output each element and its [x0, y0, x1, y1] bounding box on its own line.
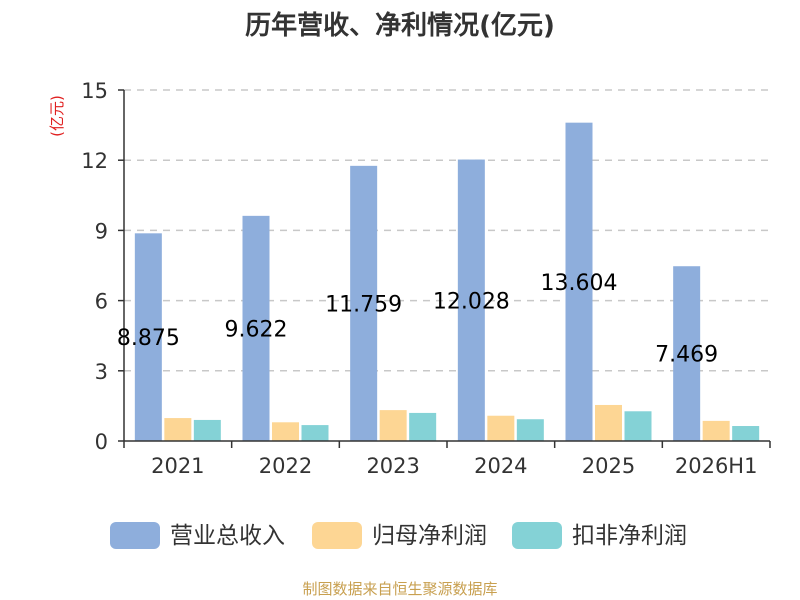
bar — [595, 404, 622, 441]
y-tick-label: 0 — [95, 430, 108, 454]
chart-title: 历年营收、净利情况(亿元) — [245, 10, 555, 41]
bar — [673, 266, 701, 441]
legend: 营业总收入 归母净利润 扣非净利润 — [110, 522, 687, 549]
x-tick-label: 2022 — [259, 454, 312, 478]
axes — [118, 89, 771, 448]
x-tick-label: 2021 — [151, 454, 204, 478]
y-tick-label: 12 — [81, 149, 108, 173]
y-tick-label: 9 — [95, 219, 108, 243]
bar — [565, 122, 593, 442]
bar — [624, 411, 652, 441]
y-tick-label: 6 — [95, 290, 108, 314]
bar — [409, 412, 437, 441]
bar — [242, 215, 270, 441]
bar — [164, 418, 192, 441]
bar — [193, 419, 221, 441]
legend-label: 扣非净利润 — [572, 523, 687, 549]
bar — [301, 425, 329, 441]
bar — [702, 420, 730, 441]
y-tick-label: 3 — [95, 360, 108, 384]
x-tick-label: 2023 — [366, 454, 419, 478]
bars — [134, 122, 760, 442]
x-tick-label: 2026H1 — [675, 454, 758, 478]
bar — [487, 415, 515, 441]
x-tick-label: 2024 — [474, 454, 527, 478]
data-label: 11.759 — [325, 292, 402, 317]
y-tick-label: 15 — [81, 79, 108, 103]
data-label: 13.604 — [541, 271, 618, 296]
y-tick-labels: 0 3 6 9 12 15 — [81, 79, 108, 454]
data-labels: 8.875 9.622 11.759 12.028 13.604 7.469 — [117, 271, 718, 368]
data-label: 7.469 — [655, 343, 718, 368]
bar — [379, 410, 407, 441]
bar — [732, 426, 760, 441]
grid-lines — [124, 89, 770, 372]
y-axis-unit-label: (亿元) — [48, 95, 66, 137]
legend-swatch — [512, 522, 562, 549]
data-label: 8.875 — [117, 326, 180, 351]
data-label: 12.028 — [433, 289, 510, 314]
legend-label: 营业总收入 — [170, 523, 285, 549]
x-tick-label: 2025 — [582, 454, 635, 478]
legend-label: 归母净利润 — [372, 523, 487, 549]
x-tick-labels: 2021 2022 2023 2024 2025 2026H1 — [151, 454, 757, 478]
legend-swatch — [312, 522, 362, 549]
bar — [516, 419, 544, 441]
bar — [457, 159, 485, 441]
data-label: 9.622 — [225, 317, 288, 342]
legend-swatch — [110, 522, 160, 549]
bar — [350, 165, 378, 441]
bar — [134, 233, 162, 441]
bar — [272, 422, 299, 441]
source-note: 制图数据来自恒生聚源数据库 — [302, 580, 497, 598]
